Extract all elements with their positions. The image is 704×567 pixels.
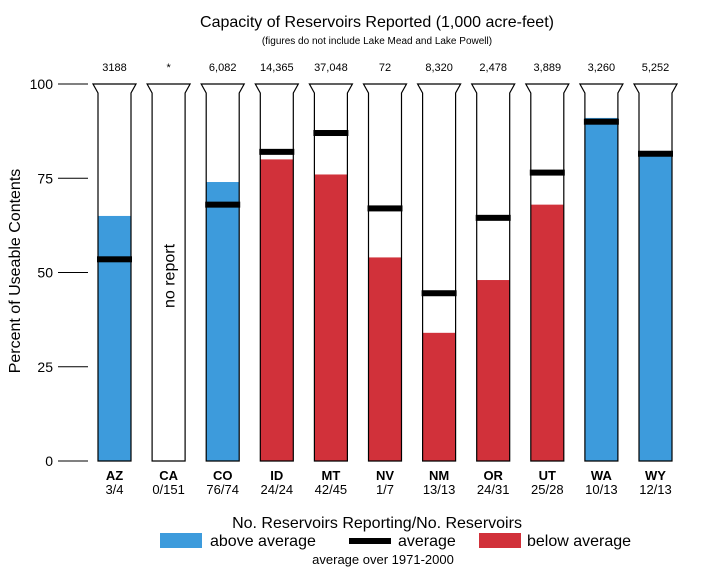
y-axis: 0 25 50 75 100 — [30, 76, 88, 469]
bar-current — [314, 174, 348, 462]
average-marker — [475, 214, 511, 221]
y-tick-label: 100 — [30, 76, 54, 92]
reporting-label: 42/45 — [315, 482, 348, 497]
bar-current — [584, 117, 618, 462]
bar-current — [639, 155, 672, 461]
category-label: CA — [159, 468, 178, 483]
reporting-label: 24/24 — [261, 482, 294, 497]
reporting-label: 3/4 — [105, 482, 123, 497]
capacity-label: 37,048 — [314, 62, 348, 74]
y-tick-label: 0 — [45, 453, 53, 469]
bar-outline — [146, 83, 192, 462]
category-label: ID — [270, 468, 283, 483]
average-marker — [367, 205, 403, 212]
capacity-label: 6,082 — [209, 62, 237, 74]
bar-outline — [578, 83, 624, 462]
y-tick-label: 50 — [37, 265, 53, 281]
bar-outline — [470, 83, 516, 462]
bar-outline — [91, 83, 138, 462]
capacity-label: * — [166, 62, 171, 74]
bar-outline — [416, 83, 462, 462]
bar-outline — [632, 83, 679, 462]
category-label: MT — [322, 468, 341, 483]
no-report-label: no report — [162, 243, 179, 308]
bar-current — [260, 159, 294, 461]
capacity-label: 2,478 — [479, 62, 507, 74]
reporting-label: 12/13 — [639, 482, 672, 497]
capacity-label: 3,260 — [588, 62, 616, 74]
average-marker — [313, 130, 349, 137]
capacity-label: 5,252 — [642, 62, 670, 74]
average-marker — [638, 150, 673, 157]
reporting-label: 13/13 — [423, 482, 456, 497]
average-marker — [421, 290, 457, 297]
bar-current — [98, 215, 131, 461]
reporting-label: 24/31 — [477, 482, 510, 497]
reporting-label: 76/74 — [206, 482, 239, 497]
y-tick-label: 75 — [37, 170, 53, 186]
bar-outline — [254, 83, 300, 462]
bar-current — [476, 280, 510, 461]
capacity-label: 3188 — [102, 62, 126, 74]
legend: above average average below average — [160, 533, 631, 550]
y-axis-label: Percent of Useable Contents — [7, 169, 24, 374]
legend-average-label: average — [398, 533, 456, 550]
category-label: OR — [483, 468, 503, 483]
average-marker — [259, 148, 295, 155]
capacity-label: 3,889 — [534, 62, 562, 74]
y-tick-label: 25 — [37, 359, 53, 375]
legend-below-label: below average — [527, 533, 631, 550]
legend-above-label: above average — [210, 533, 316, 550]
average-marker — [529, 169, 565, 176]
reporting-label: 25/28 — [531, 482, 564, 497]
reporting-label: 0/151 — [152, 482, 185, 497]
category-label: CO — [213, 468, 233, 483]
average-marker — [97, 256, 132, 263]
category-label: WY — [645, 468, 666, 483]
legend-above-swatch — [160, 533, 202, 548]
category-label: UT — [539, 468, 556, 483]
reporting-label: 10/13 — [585, 482, 618, 497]
category-label: WA — [591, 468, 613, 483]
reporting-label: 1/7 — [376, 482, 394, 497]
footnote: average over 1971-2000 — [312, 552, 454, 567]
category-label: NV — [376, 468, 394, 483]
bar-current — [206, 182, 240, 461]
x-axis-label: No. Reservoirs Reporting/No. Reservoirs — [232, 515, 522, 532]
category-label: NM — [429, 468, 449, 483]
bar-current — [530, 204, 564, 461]
bar-current — [368, 257, 402, 461]
bar-outline — [200, 83, 246, 462]
bar-outline — [524, 83, 570, 462]
capacity-label: 72 — [379, 62, 391, 74]
bar-outline — [362, 83, 408, 462]
average-marker — [583, 118, 619, 125]
bar-outline — [308, 83, 354, 462]
legend-below-swatch — [479, 533, 521, 548]
capacity-label: 8,320 — [425, 62, 453, 74]
chart-subtitle: (figures do not include Lake Mead and La… — [262, 36, 492, 47]
bar-current — [422, 332, 456, 461]
chart-title: Capacity of Reservoirs Reported (1,000 a… — [200, 14, 554, 31]
legend-average-swatch — [349, 538, 391, 544]
average-marker — [205, 201, 241, 208]
category-label: AZ — [106, 468, 123, 483]
capacity-label: 14,365 — [260, 62, 294, 74]
